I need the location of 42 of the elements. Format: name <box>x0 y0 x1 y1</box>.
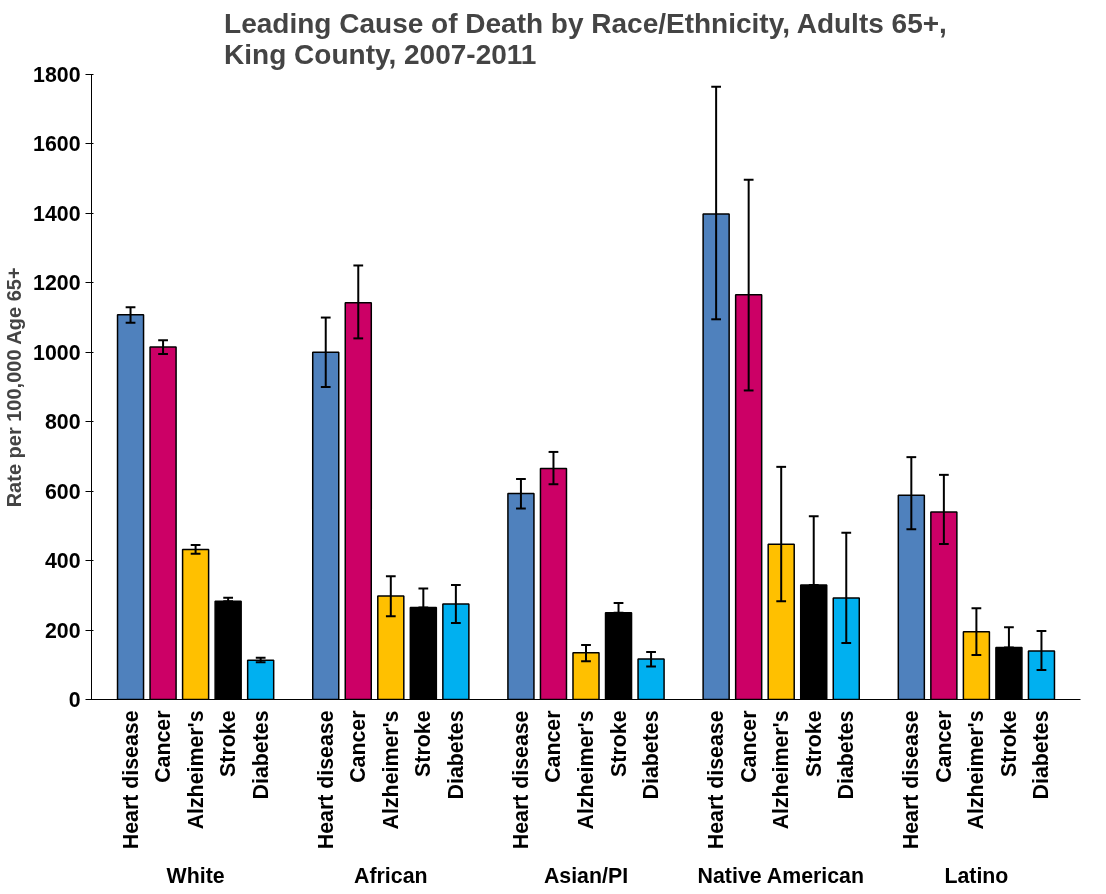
chart-title: Leading Cause of Death by Race/Ethnicity, Adults 65+, King County, 2007-2011 <box>224 7 947 70</box>
y-tick-label: 0 <box>68 688 81 712</box>
y-tick-label: 600 <box>44 479 81 504</box>
text: Heart disease <box>508 710 533 850</box>
text: Stroke <box>801 710 826 777</box>
text: Alzheimer's <box>769 710 794 830</box>
text: Diabetes <box>834 710 859 800</box>
y-tick-label: 400 <box>44 549 81 574</box>
text: Cancer <box>931 710 956 783</box>
text: Diabetes <box>639 710 664 800</box>
x-tick-label: Latino <box>944 863 1009 888</box>
text: Stroke <box>606 710 631 777</box>
x-tick-label: Asian/PI <box>543 863 629 888</box>
text: Cancer <box>541 710 566 783</box>
x-tick-label: African <box>354 863 428 888</box>
text: Stroke <box>216 710 241 777</box>
text: Diabetes <box>248 710 273 800</box>
text: Cancer <box>346 710 371 783</box>
y-tick-label: 1200 <box>33 271 81 296</box>
text: Stroke <box>996 710 1021 777</box>
text: Heart disease <box>118 710 143 850</box>
y-tick-label: 1000 <box>33 340 81 365</box>
y-tick-label: 1800 <box>33 63 81 87</box>
x-tick-label: Native American <box>697 863 864 888</box>
text: Cancer <box>151 710 176 783</box>
text: Heart disease <box>899 710 924 850</box>
text: Alzheimer's <box>964 710 989 830</box>
y-tick-label: 800 <box>44 410 81 435</box>
text: Heart disease <box>313 710 338 850</box>
y-tick-label: 1400 <box>33 201 81 226</box>
text: Diabetes <box>1029 710 1054 800</box>
y-tick-label: 1600 <box>33 132 81 157</box>
text: Diabetes <box>443 710 468 800</box>
text: Alzheimer's <box>378 710 403 830</box>
text: Heart disease <box>704 710 729 850</box>
y-tick-label: 200 <box>44 618 81 643</box>
y-axis-title: Rate per 100,000 Age 65+ <box>3 267 26 508</box>
x-tick-label: White <box>166 863 225 888</box>
text: Alzheimer's <box>574 710 598 830</box>
text: Cancer <box>736 710 761 783</box>
text: Stroke <box>411 710 436 777</box>
text: Alzheimer's <box>183 710 208 830</box>
